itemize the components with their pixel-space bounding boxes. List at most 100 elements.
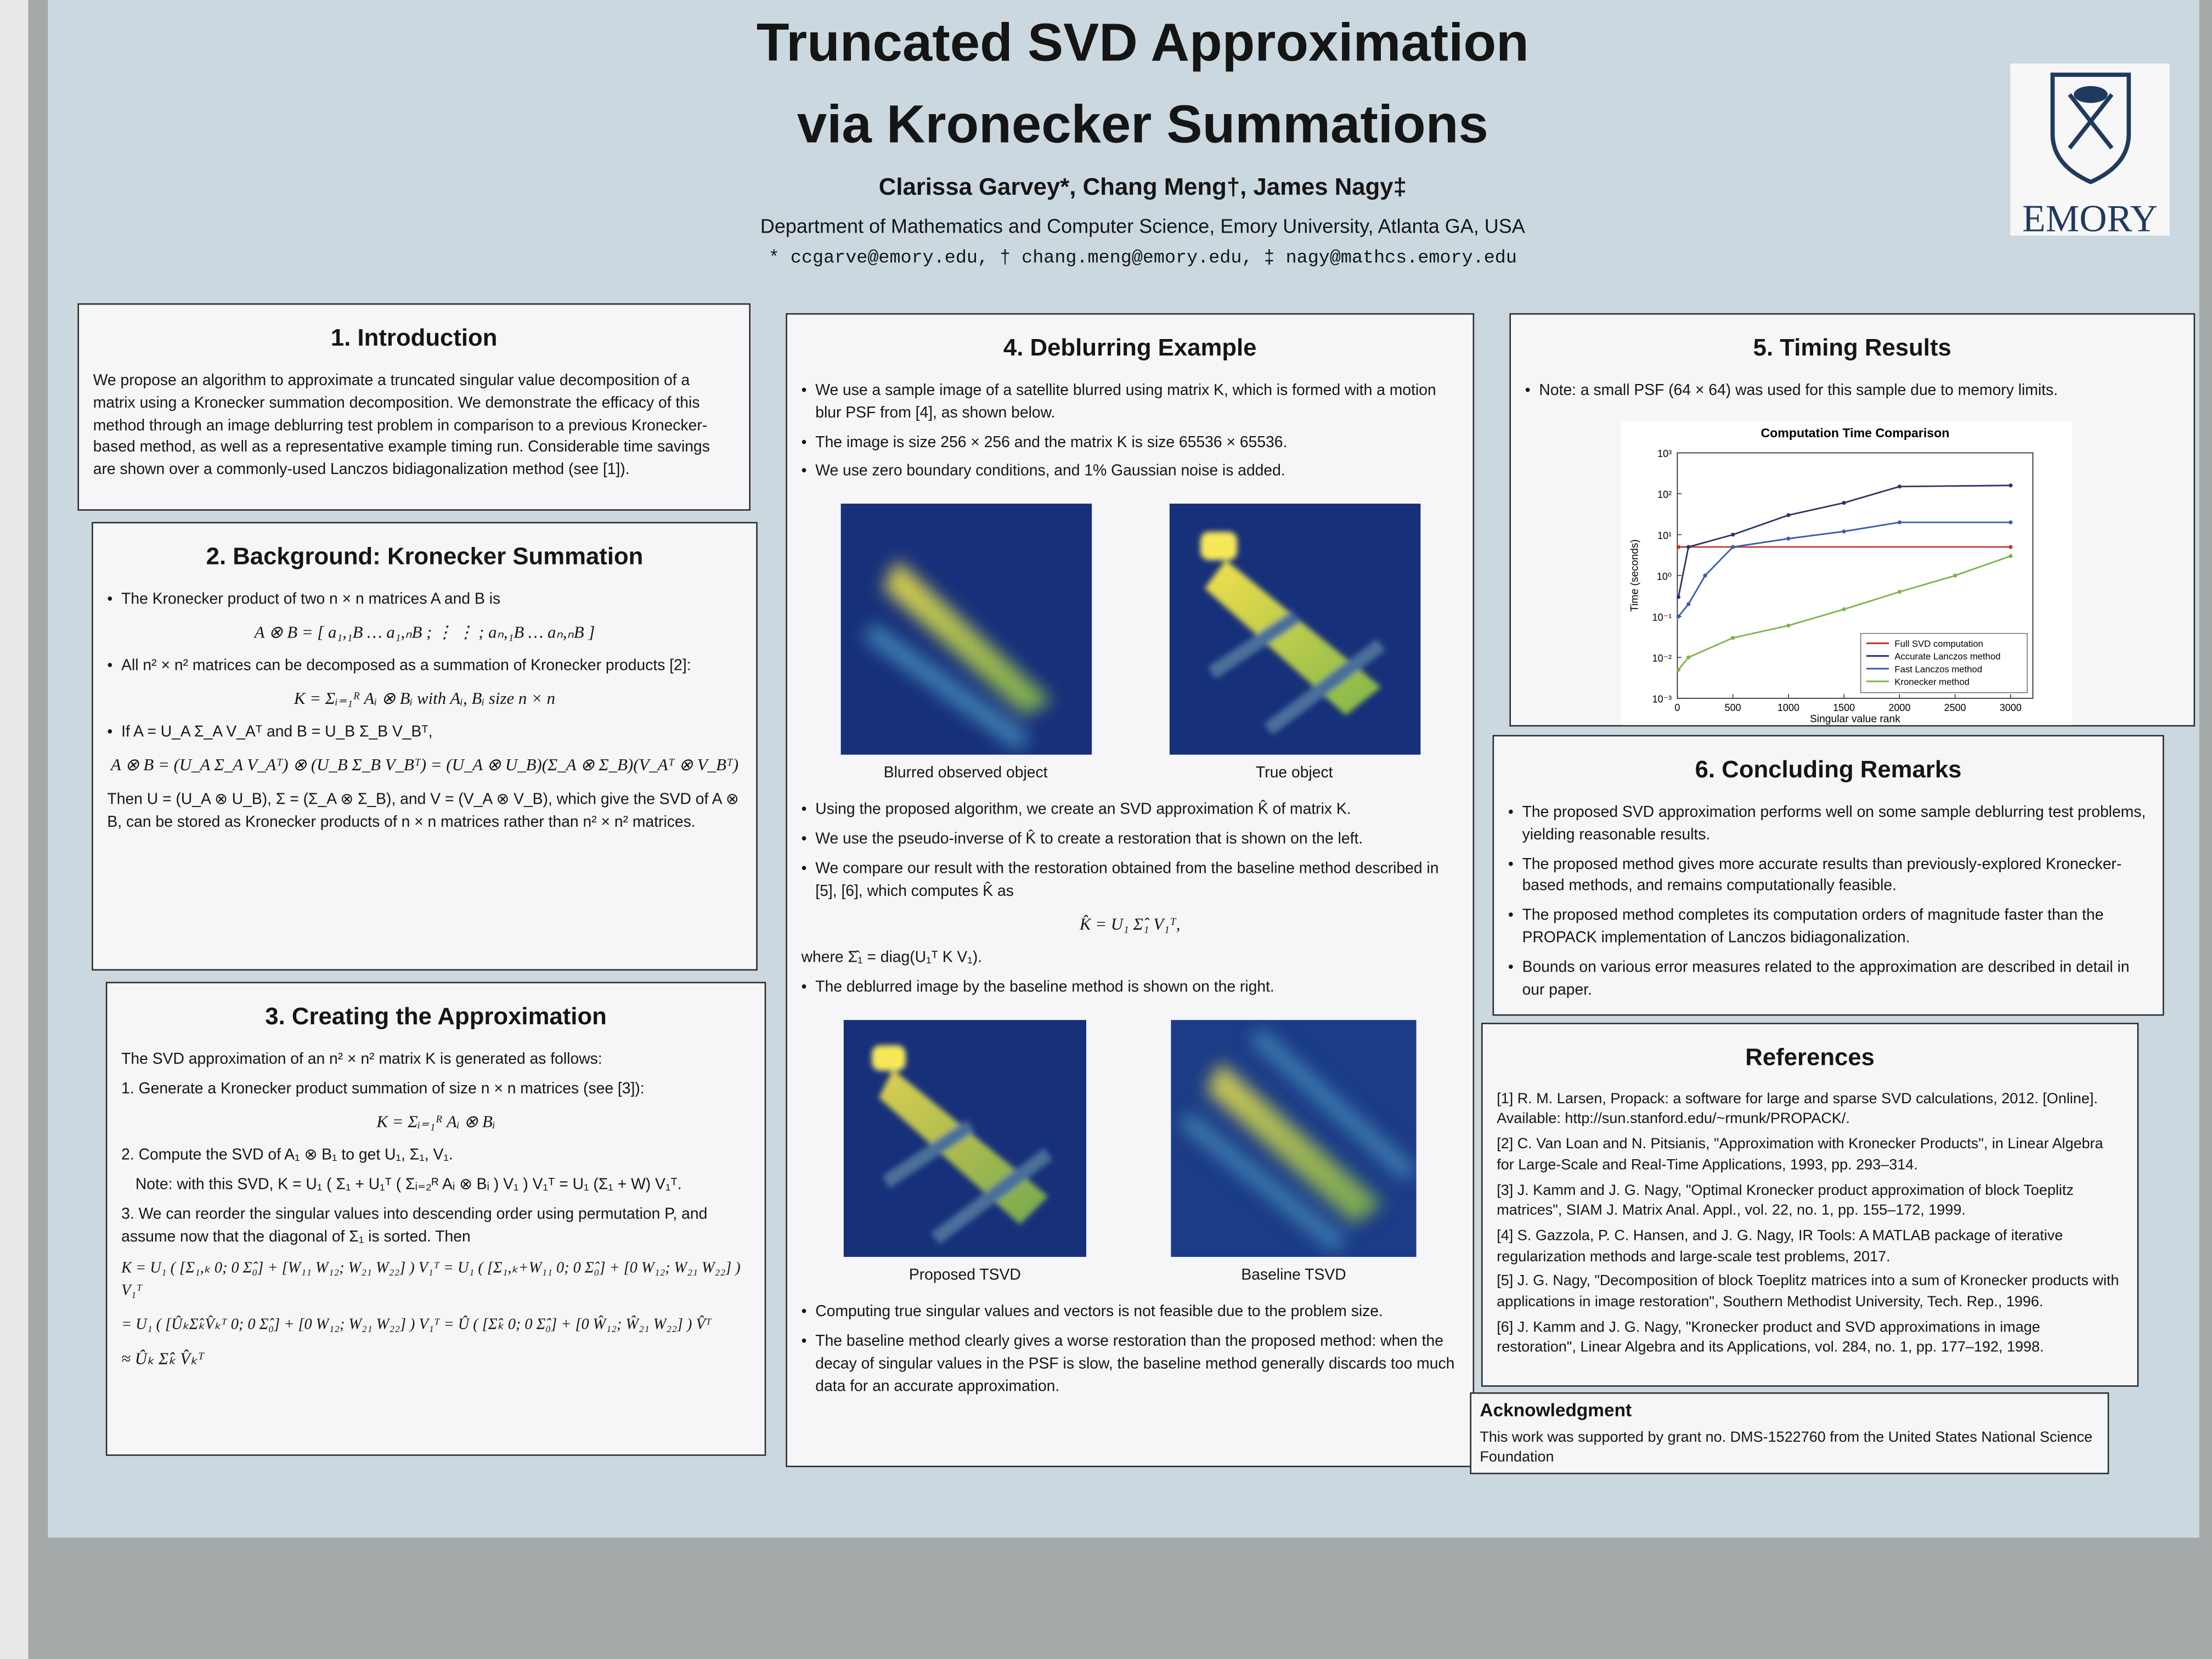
series-point xyxy=(1731,532,1735,537)
bullet-list: Computing true singular values and vecto… xyxy=(802,1302,1459,1400)
reference-list: [1] R. M. Larsen, Propack: a software fo… xyxy=(1497,1089,2123,1359)
y-tick-label: 10⁻³ xyxy=(1652,694,1672,705)
bullet: The image is size 256 × 256 and the matr… xyxy=(802,432,1459,455)
authors: Clarissa Garvey*, Chang Meng†, James Nag… xyxy=(878,173,1407,201)
bullet: The deblurred image by the baseline meth… xyxy=(802,978,1459,1001)
x-axis-label: Singular value rank xyxy=(1810,714,1900,725)
series-point xyxy=(1842,529,1846,534)
section-heading: 2. Background: Kronecker Summation xyxy=(206,543,644,570)
series-point xyxy=(1953,573,1957,578)
bullet: The baseline method clearly gives a wors… xyxy=(802,1332,1459,1400)
bullet: The proposed method completes its comput… xyxy=(1508,906,2148,951)
equation: ≈ Ûₖ Σ̂ₖ V̂ₖᵀ xyxy=(121,1349,205,1369)
deblurring-panel: 4. Deblurring Example We use a sample im… xyxy=(786,313,1475,1468)
equation: A ⊗ B = (U_A Σ_A V_Aᵀ) ⊗ (U_B Σ_B V_Bᵀ) … xyxy=(110,755,739,775)
series-point xyxy=(1676,545,1681,549)
baseline-image xyxy=(1171,1020,1417,1257)
series-point xyxy=(1897,590,1902,594)
reference: [2] C. Van Loan and N. Pitsianis, "Appro… xyxy=(1497,1136,2103,1174)
series-line xyxy=(1678,521,2011,617)
step: 1. Generate a Kronecker product summatio… xyxy=(121,1080,645,1097)
bullet: The proposed method gives more accurate … xyxy=(1508,854,2148,899)
section-heading: 1. Introduction xyxy=(330,324,498,352)
blurred-image xyxy=(840,504,1091,755)
bullet: Bounds on various error measures related… xyxy=(1508,958,2148,1003)
series-point xyxy=(2008,520,2013,524)
section-heading: 3. Creating the Approximation xyxy=(265,1003,607,1030)
proposed-image xyxy=(843,1020,1086,1257)
equation: A ⊗ B = [ a₁,₁B … a₁,ₙB ; ⋮ ⋮ ; aₙ,₁B … … xyxy=(254,621,595,641)
y-tick-label: 10¹ xyxy=(1657,530,1672,541)
x-tick-label: 0 xyxy=(1674,702,1680,713)
y-tick-label: 10³ xyxy=(1657,448,1672,459)
series-point xyxy=(1686,545,1691,549)
caption: Proposed TSVD xyxy=(909,1267,1021,1284)
bullet: We use a sample image of a satellite blu… xyxy=(802,380,1459,425)
series-point xyxy=(1842,500,1846,505)
bullet: We compare our result with the restorati… xyxy=(802,859,1459,904)
bullet-list: We use a sample image of a satellite blu… xyxy=(802,380,1459,484)
bullet: Computing true singular values and vecto… xyxy=(802,1302,1459,1325)
equation: K̂ = U₁ Σ̂₁ V₁ᵀ, xyxy=(1079,914,1181,934)
series-point xyxy=(1686,655,1691,659)
series-point xyxy=(2008,554,2013,558)
legend-label: Full SVD computation xyxy=(1894,639,1983,649)
affiliation: Department of Mathematics and Computer S… xyxy=(760,214,1525,237)
caption: Blurred observed object xyxy=(883,765,1048,782)
note: Note: with this SVD, K = U₁ ( Σ₁ + U₁ᵀ (… xyxy=(135,1176,682,1194)
bullet: We use the pseudo-inverse of K̂ to creat… xyxy=(802,830,1459,853)
x-tick-label: 2000 xyxy=(1888,702,1910,713)
acknowledgment-panel: Acknowledgment This work was supported b… xyxy=(1470,1392,2109,1475)
legend-label: Kronecker method xyxy=(1894,676,1969,687)
true-image xyxy=(1169,504,1420,755)
equation: = U₁ ( [ÛₖΣ̂ₖV̂ₖᵀ 0; 0 Σ̂₀] + [0 W₁₂; W₂… xyxy=(121,1315,712,1333)
y-tick-label: 10⁻² xyxy=(1652,653,1672,664)
figure: True object xyxy=(1169,504,1420,786)
y-tick-label: 10⁰ xyxy=(1657,571,1672,582)
series-point xyxy=(1703,573,1707,578)
bullet: The proposed SVD approximation performs … xyxy=(1508,802,2148,847)
figure: Proposed TSVD xyxy=(843,1020,1086,1288)
y-tick-label: 10² xyxy=(1657,489,1672,500)
legend-label: Accurate Lanczos method xyxy=(1894,651,2000,662)
paragraph: where Σ̂₁ = diag(U₁ᵀ K V₁). xyxy=(801,950,983,967)
series-point xyxy=(1676,614,1681,619)
chart-title: Computation Time Comparison xyxy=(1760,426,1949,440)
series-point xyxy=(1897,484,1902,489)
series-point xyxy=(2008,483,2013,488)
paragraph: Then U = (U_A ⊗ U_B), Σ = (Σ_A ⊗ Σ_B), a… xyxy=(107,791,739,831)
figure: Blurred observed object xyxy=(840,504,1091,786)
section-heading: Acknowledgment xyxy=(1480,1399,1632,1421)
figure-row: Proposed TSVD Baseline TSVD xyxy=(802,1020,1459,1288)
reference: [5] J. G. Nagy, "Decomposition of block … xyxy=(1497,1273,2119,1311)
reference: [1] R. M. Larsen, Propack: a software fo… xyxy=(1497,1090,2098,1128)
y-tick-label: 10⁻¹ xyxy=(1652,612,1672,623)
logo: EMORY xyxy=(2010,63,2170,240)
x-tick-label: 1500 xyxy=(1833,702,1855,713)
series-point xyxy=(1786,537,1791,541)
equation: K = Σᵢ₌₁ᴿ Aᵢ ⊗ Bᵢ xyxy=(376,1111,495,1131)
reference: [3] J. Kamm and J. G. Nagy, "Optimal Kro… xyxy=(1497,1181,2074,1220)
title-line: via Kronecker Summations xyxy=(797,95,1488,155)
reference: [4] S. Gazzola, P. C. Hansen, and J. G. … xyxy=(1497,1227,2063,1265)
bullet: If A = U_A Σ_A V_Aᵀ and B = U_B Σ_B V_Bᵀ… xyxy=(107,723,742,745)
series-point xyxy=(1786,513,1791,517)
series-point xyxy=(2008,545,2013,549)
step: 3. We can reorder the singular values in… xyxy=(121,1206,708,1245)
x-tick-label: 3000 xyxy=(2000,702,2022,713)
bullet-list: The proposed SVD approximation performs … xyxy=(1508,802,2148,1003)
concluding-panel: 6. Concluding Remarks The proposed SVD a… xyxy=(1492,735,2164,1016)
caption: True object xyxy=(1256,765,1333,782)
caption: Baseline TSVD xyxy=(1241,1267,1346,1284)
x-tick-label: 1000 xyxy=(1778,702,1799,713)
emails: * ccgarve@emory.edu, † chang.meng@emory.… xyxy=(768,247,1517,268)
section-heading: References xyxy=(1745,1043,1875,1071)
series-point xyxy=(1676,595,1681,599)
paragraph: The SVD approximation of an n² × n² matr… xyxy=(121,1050,602,1068)
title-line: Truncated SVD Approximation xyxy=(756,14,1529,74)
series-point xyxy=(1897,520,1902,524)
logo-shield xyxy=(2050,72,2131,184)
introduction-panel: 1. Introduction We propose an algorithm … xyxy=(77,303,751,511)
legend-label: Fast Lanczos method xyxy=(1894,664,1982,674)
